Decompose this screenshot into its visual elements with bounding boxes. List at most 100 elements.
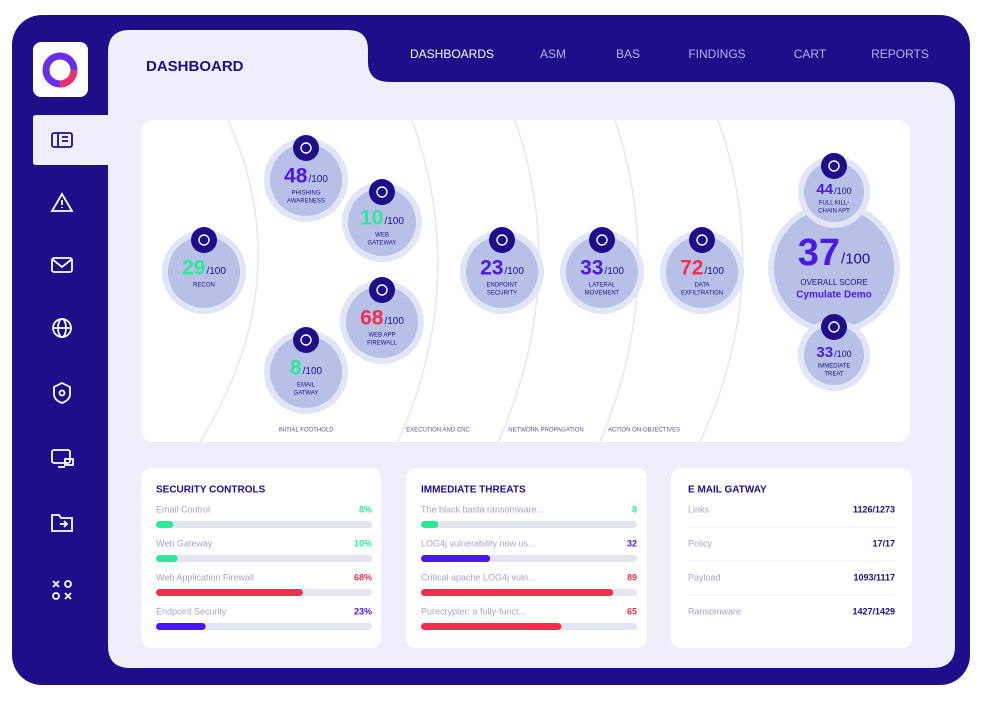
node-label: WEB APP [368,333,395,339]
node-icon [689,227,715,253]
overall-label: OVERALL SCORE [800,278,867,287]
row-label: The black basta ransomware... [421,504,544,514]
node [270,336,342,408]
row-value: 1427/1429 [852,606,895,616]
score-suffix: /100 [384,216,404,227]
bar [421,555,491,562]
row-value: 8% [359,504,372,514]
node-label: PHISHING [291,191,320,197]
nav-item[interactable]: REPORTS [871,47,929,61]
bar [156,521,174,528]
score-suffix: /100 [841,251,870,268]
score: 72 [680,257,703,280]
sidebar-icon[interactable] [51,132,73,148]
node-label: GATWAY [294,391,319,397]
score-suffix: /100 [384,316,404,327]
bar [156,623,206,630]
score-suffix: /100 [504,266,524,277]
sidebar-icon[interactable] [52,318,72,338]
score-suffix: /100 [834,349,852,359]
sidebar-icon[interactable] [51,257,73,273]
node-icon-glyph [300,142,312,154]
node [346,286,418,358]
score: 48 [284,165,308,188]
row-value: 10% [354,538,372,548]
stage-label: INITIAL FOOTHOLD [278,428,334,434]
overall-name: Cymulate Demo [796,290,872,301]
row-label: Links [688,504,710,514]
stage-label: ACTION ON OBJECTIVES [608,428,680,434]
row-label: Critical apache LOG4j vuln... [421,572,536,582]
row-label: LOG4j vulnerability now us... [421,538,536,548]
node-label: DATA [694,283,709,289]
node-icon-glyph [828,321,840,333]
row-label: Purecrypter: a fully-funct... [421,606,526,616]
node-icon [293,135,319,161]
row-value: 1126/1273 [853,504,895,514]
node-icon [821,314,847,340]
score: 68 [360,307,384,330]
score-suffix: /100 [704,266,724,277]
score: 44 [816,181,833,198]
row-label: Policy [688,538,713,548]
node [774,208,894,328]
node-label: GATEWAY [368,241,397,247]
node-icon [489,227,515,253]
bar-track [156,623,372,630]
node-icon [821,153,847,179]
row-value: 17/17 [872,538,895,548]
row-label: Payload [688,572,721,582]
sidebar-icon[interactable] [50,192,74,212]
score: 33 [816,344,833,361]
sidebar-icon[interactable] [51,514,73,532]
score: 23 [480,257,503,280]
bar [156,555,178,562]
sidebar-icon[interactable] [53,381,71,404]
score: 10 [360,207,383,230]
bar [421,589,614,596]
row-label: Email Control [156,504,210,514]
node-icon-glyph [828,160,840,172]
row-label: Endpoint Security [156,606,227,616]
score-suffix: /100 [604,266,624,277]
node-icon-glyph [376,284,388,296]
row-value: 1093/1117 [853,572,895,582]
sidebar-active[interactable] [33,115,108,165]
nav-item[interactable]: DASHBOARDS [410,47,494,61]
node-label: FIREWALL [367,341,397,347]
sidebar-icon[interactable] [52,580,72,600]
row-value: 8 [632,504,637,514]
nav-item[interactable]: ASM [540,47,566,61]
row-value: 89 [627,572,637,582]
node [270,144,342,216]
node-label: CHAIN APT [818,209,850,215]
node-icon-glyph [376,186,388,198]
node-label: FULL KILL- [819,201,849,207]
node [666,236,738,308]
node-icon [293,327,319,353]
row-value: 32 [627,538,637,548]
nav-item[interactable]: CART [794,47,827,61]
score: 33 [580,257,603,280]
node-icon-glyph [696,234,708,246]
logo-accent [59,69,78,88]
logo-box [33,42,88,97]
nav-item[interactable]: BAS [616,47,640,61]
node-label: WEB [375,233,389,239]
score-suffix: /100 [206,266,226,277]
row-label: Web Application Firewall [156,572,254,582]
bar-track [156,521,372,528]
bar-track [421,521,637,528]
node-label: MOVEMENT [585,291,620,297]
nav-item[interactable]: FINDINGS [688,47,745,61]
node-icon [369,179,395,205]
panel-title: IMMEDIATE THREATS [421,485,526,496]
score: 29 [182,257,205,280]
score: 8 [290,357,302,380]
sidebar-icon[interactable] [51,449,74,468]
bar [156,589,303,596]
node-icon [589,227,615,253]
node-label: AWARENESS [287,199,325,205]
node [466,236,538,308]
